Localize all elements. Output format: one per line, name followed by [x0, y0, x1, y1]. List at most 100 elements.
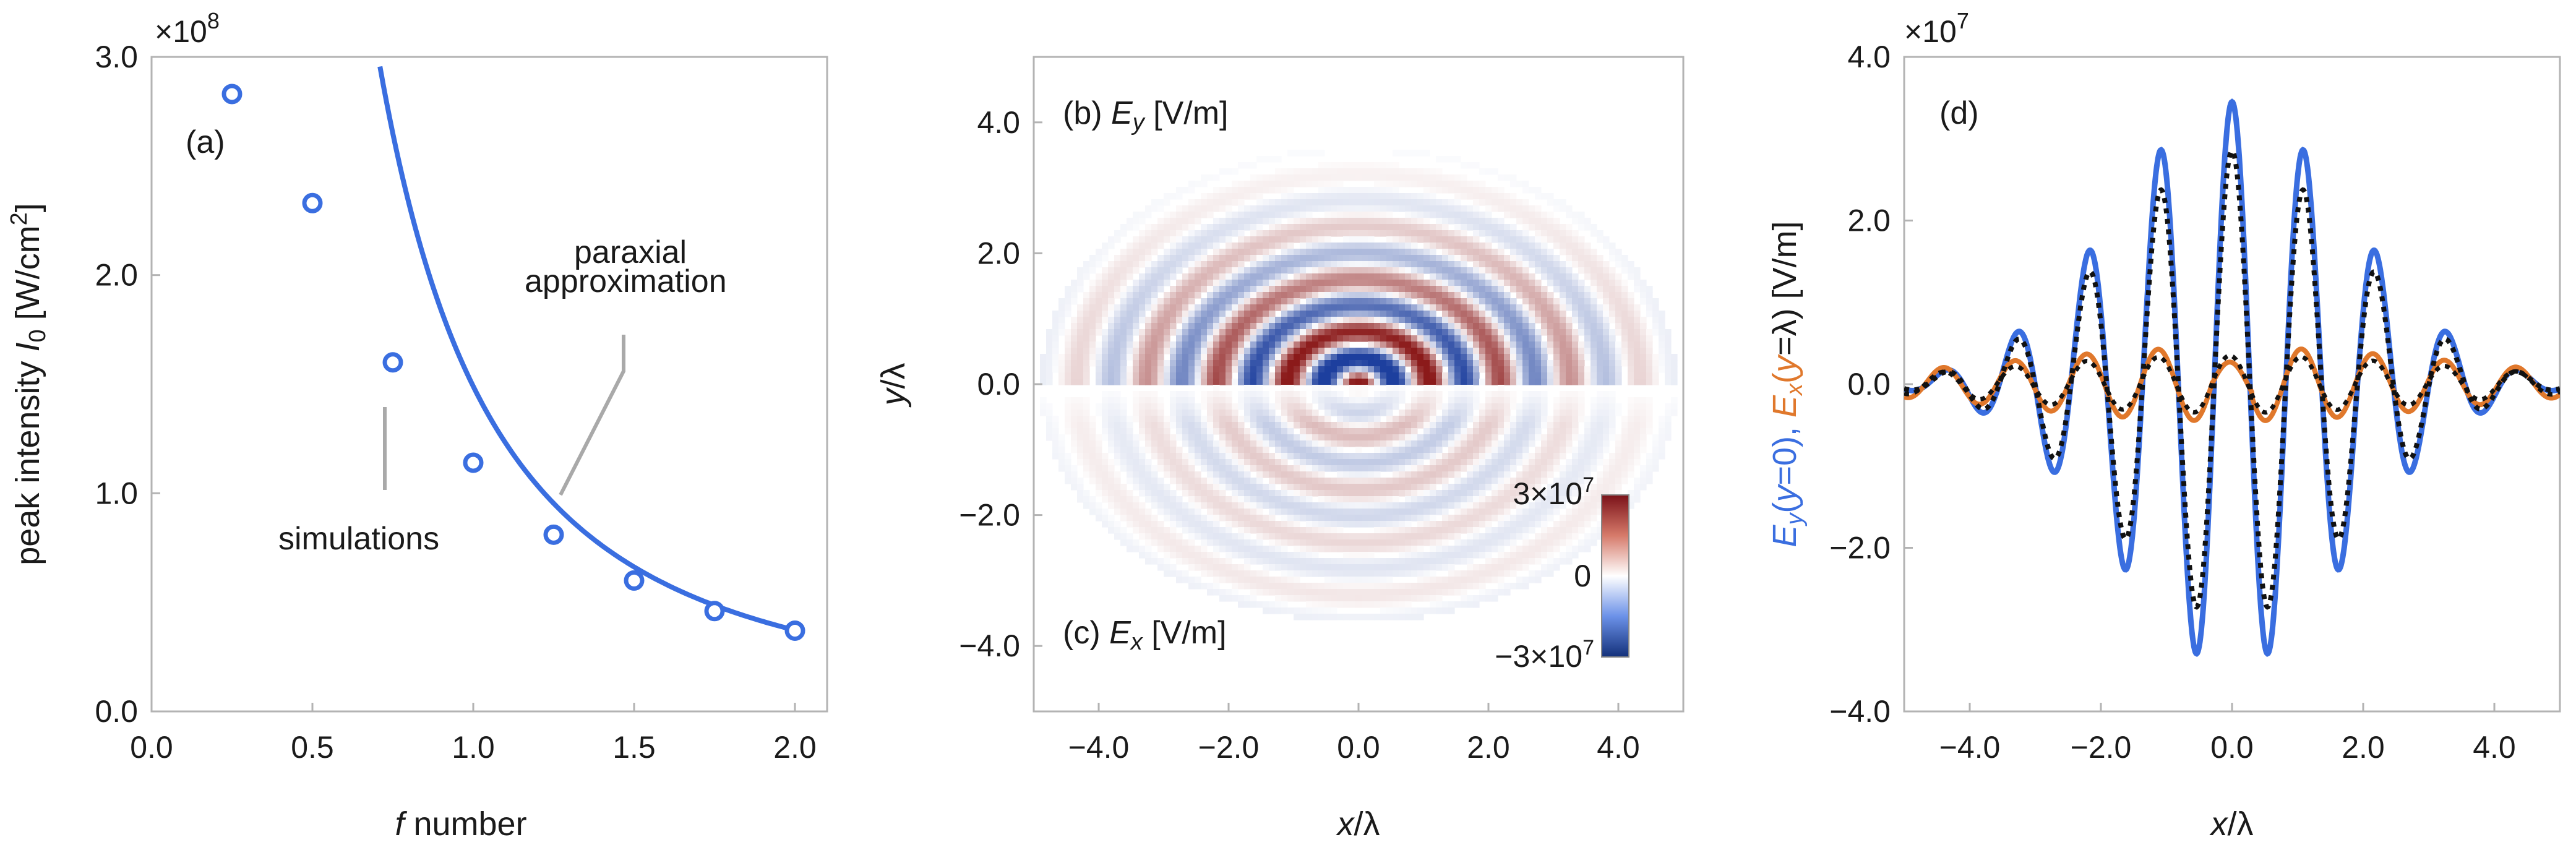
heatmap-cell [1355, 261, 1362, 268]
heatmap-cell [1386, 243, 1393, 249]
heatmap-cell [1046, 434, 1053, 441]
heatmap-cell [1213, 428, 1220, 435]
heatmap-cell [1337, 162, 1344, 169]
heatmap-cell [1108, 243, 1115, 249]
heatmap-cell [1182, 459, 1189, 466]
heatmap-cell [1343, 224, 1350, 231]
heatmap-cell [1337, 323, 1344, 330]
heatmap-cell [1120, 224, 1127, 231]
heatmap-cell [1294, 323, 1300, 330]
heatmap-cell [1102, 366, 1109, 373]
heatmap-cell [1343, 230, 1350, 237]
heatmap-cell [1207, 484, 1214, 491]
heatmap-cell [1529, 236, 1535, 243]
heatmap-cell [1393, 341, 1399, 348]
heatmap-cell [1374, 348, 1381, 354]
heatmap-cell [1058, 354, 1065, 361]
heatmap-cell [1535, 453, 1542, 460]
heatmap-cell [1454, 286, 1461, 293]
heatmap-cell [1114, 471, 1121, 478]
heatmap-cell [1244, 341, 1251, 348]
heatmap-cell [1089, 354, 1096, 361]
heatmap-cell [1250, 304, 1257, 311]
heatmap-cell [1492, 249, 1498, 255]
heatmap-cell [1485, 168, 1492, 175]
heatmap-cell [1423, 385, 1430, 392]
heatmap-cell [1238, 422, 1245, 429]
heatmap-cell [1244, 533, 1251, 540]
heatmap-cell [1646, 416, 1653, 423]
heatmap-cell [1250, 366, 1257, 373]
heatmap-cell [1362, 292, 1368, 299]
heatmap-cell [1473, 199, 1480, 206]
heatmap-cell [1238, 280, 1245, 286]
heatmap-cell [1343, 243, 1350, 249]
heatmap-cell [1287, 298, 1294, 305]
heatmap-cell [1213, 193, 1220, 200]
heatmap-cell [1294, 329, 1300, 336]
heatmap-cell [1362, 286, 1368, 293]
heatmap-cell [1591, 249, 1597, 255]
heatmap-cell [1312, 329, 1319, 336]
heatmap-cell [1188, 391, 1195, 398]
heatmap-cell [1411, 193, 1418, 200]
heatmap-cell [1287, 348, 1294, 354]
heatmap-cell [1071, 422, 1078, 429]
heatmap-cell [1609, 484, 1616, 491]
heatmap-cell [1281, 465, 1288, 472]
heatmap-cell [1374, 533, 1381, 540]
heatmap-cell [1281, 360, 1288, 367]
paraxial-annotation-line1: paraxial [574, 234, 687, 270]
heatmap-cell [1083, 403, 1090, 410]
heatmap-cell [1652, 453, 1659, 460]
heatmap-cell [1108, 416, 1115, 423]
heatmap-cell [1226, 453, 1232, 460]
heatmap-cell [1628, 335, 1634, 342]
heatmap-cell [1479, 341, 1486, 348]
heatmap-cell [1430, 335, 1436, 342]
heatmap-cell [1380, 515, 1387, 522]
heatmap-cell [1306, 496, 1313, 503]
heatmap-cell [1399, 360, 1406, 367]
heatmap-cell [1102, 496, 1109, 503]
heatmap-cell [1256, 335, 1263, 342]
heatmap-cell [1473, 403, 1480, 410]
heatmap-cell [1077, 280, 1084, 286]
heatmap-cell [1096, 410, 1102, 416]
heatmap-cell [1058, 372, 1065, 379]
heatmap-cell [1492, 372, 1498, 379]
heatmap-cell [1343, 329, 1350, 336]
heatmap-cell [1485, 348, 1492, 354]
heatmap-cell [1473, 317, 1480, 324]
heatmap-cell [1362, 416, 1368, 423]
heatmap-cell [1127, 366, 1133, 373]
heatmap-cell [1114, 329, 1121, 336]
heatmap-cell [1343, 199, 1350, 206]
heatmap-cell [1547, 515, 1554, 522]
heatmap-cell [1312, 527, 1319, 534]
heatmap-cell [1108, 471, 1115, 478]
heatmap-cell [1423, 267, 1430, 274]
heatmap-cell [1504, 391, 1511, 398]
heatmap-cell [1504, 521, 1511, 528]
heatmap-cell [1040, 360, 1047, 367]
heatmap-cell [1281, 422, 1288, 429]
heatmap-cell [1170, 490, 1177, 497]
heatmap-cell [1405, 490, 1412, 497]
heatmap-cell [1083, 292, 1090, 299]
heatmap-cell [1127, 502, 1133, 509]
heatmap-cell [1324, 181, 1331, 187]
heatmap-cell [1157, 298, 1164, 305]
simulation-point [704, 601, 725, 622]
heatmap-cell [1306, 440, 1313, 447]
heatmap-cell [1461, 193, 1467, 200]
heatmap-cell [1386, 379, 1393, 385]
heatmap-cell [1522, 224, 1529, 231]
heatmap-cell [1498, 174, 1505, 181]
heatmap-cell [1343, 317, 1350, 324]
heatmap-cell [1430, 391, 1436, 398]
heatmap-cell [1541, 478, 1548, 484]
heatmap-cell [1436, 224, 1443, 231]
heatmap-cell [1423, 249, 1430, 255]
heatmap-cell [1430, 434, 1436, 441]
